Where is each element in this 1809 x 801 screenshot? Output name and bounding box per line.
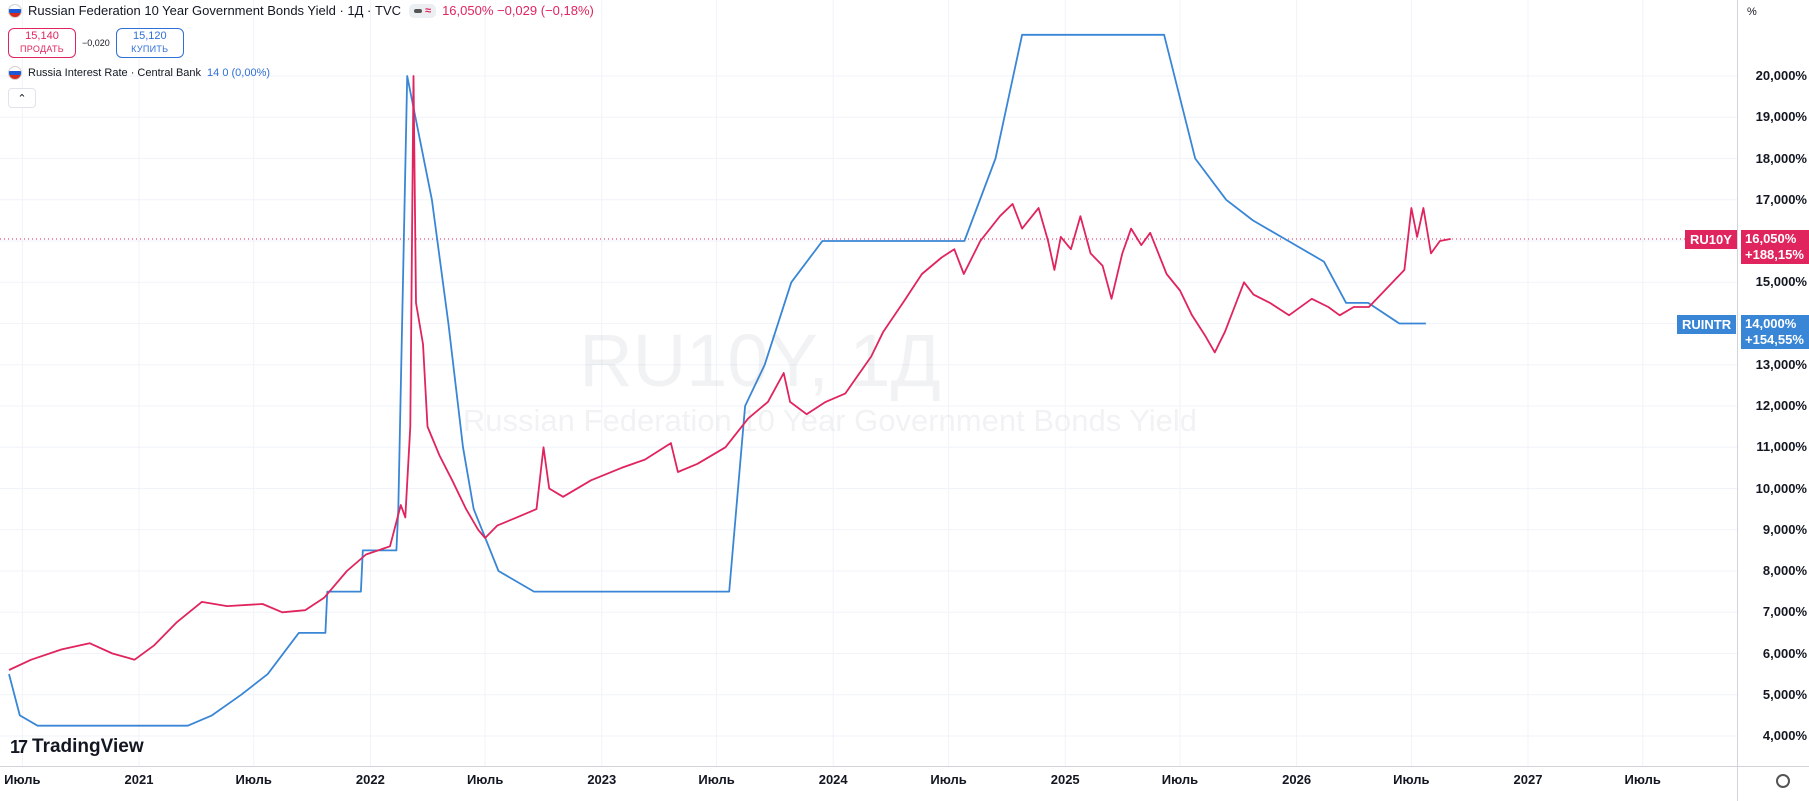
y-tick-label: 8,000%	[1762, 563, 1807, 578]
last-value: 14,000%	[1745, 315, 1797, 331]
main-series-title: Russian Federation 10 Year Government Bo…	[28, 3, 402, 18]
x-tick-label: 2023	[587, 772, 617, 787]
y-tick-label: 20,000%	[1755, 68, 1807, 83]
series-tag-ruintr[interactable]: RUINTR	[1677, 314, 1737, 334]
watermark-symbol: RU10Y, 1Д	[579, 319, 941, 402]
buy-button[interactable]: 15,120 КУПИТЬ	[115, 28, 184, 58]
x-tick-label: Июль	[235, 772, 272, 787]
y-tick-label: 9,000%	[1762, 521, 1807, 537]
chevron-up-icon: ⌃	[17, 92, 27, 105]
sell-label: ПРОДАТЬ	[20, 44, 64, 54]
main-series-change: 16,050% −0,029 (−0,18%)	[442, 3, 594, 18]
x-tick-label: 2024	[818, 772, 848, 787]
buy-label: КУПИТЬ	[131, 44, 169, 54]
tradingview-logo-text: TradingView	[32, 736, 144, 757]
x-tick-label: 2025	[1050, 772, 1080, 787]
y-tick-label: 6,000%	[1762, 645, 1807, 661]
y-axis-unit: %	[1747, 6, 1757, 18]
x-tick-label: 2027	[1513, 772, 1543, 787]
y-tick-label: 13,000%	[1755, 356, 1807, 372]
x-tick-label: Июль	[4, 772, 41, 787]
y-tick-label: 15,000%	[1755, 274, 1807, 290]
trade-buttons: 15,140 ПРОДАТЬ −0,020 15,120 КУПИТЬ	[8, 28, 184, 58]
gear-icon[interactable]	[1776, 774, 1790, 788]
y-tick-label: 12,000%	[1755, 398, 1807, 413]
spread-value: −0,020	[82, 38, 110, 48]
y-tick-label: 4,000%	[1762, 728, 1807, 743]
russia-flag-icon	[8, 66, 22, 80]
eye-icon	[414, 8, 423, 13]
main-series-legend[interactable]: Russian Federation 10 Year Government Bo…	[8, 3, 594, 18]
series-last-value-ru10y: 16,050% +188,15%	[1741, 229, 1809, 264]
x-tick-label: Июль	[1161, 772, 1199, 787]
y-tick-label: 11,000%	[1756, 439, 1807, 455]
x-tick-label: Июль	[698, 772, 735, 787]
collapse-legend-button[interactable]: ⌃	[8, 88, 36, 108]
series-tag-ru10y[interactable]: RU10Y	[1685, 229, 1737, 249]
price-axis[interactable]: 4,000% 5,000% 6,000% 7,000% 8,000% 9,000% 10,0…	[1737, 0, 1809, 766]
x-tick-label: 2026	[1282, 772, 1312, 787]
overlay-series-legend[interactable]: Russia Interest Rate · Central Bank 14 0…	[8, 66, 270, 80]
x-tick-label: Июль	[1393, 772, 1430, 787]
approx-icon: ≈	[425, 4, 432, 17]
y-tick-label: 17,000%	[1755, 191, 1807, 207]
series-visibility-toggle[interactable]: ≈	[409, 3, 437, 18]
sell-button[interactable]: 15,140 ПРОДАТЬ	[8, 28, 76, 58]
y-tick-label: 10,000%	[1755, 480, 1807, 496]
buy-price: 15,120	[132, 30, 167, 42]
x-tick-label: 2021	[124, 772, 154, 787]
y-tick-label: 5,000%	[1762, 686, 1807, 702]
x-tick-label: Июль	[930, 772, 967, 787]
overlay-series-title: Russia Interest Rate · Central Bank	[28, 67, 202, 79]
sell-price: 15,140	[25, 30, 59, 42]
series-line-ruintr	[8, 33, 1426, 727]
x-tick-label: Июль	[466, 772, 504, 787]
overlay-series-value: 14 0 (0,00%)	[207, 67, 271, 79]
series-layer	[8, 33, 1451, 727]
y-tick-label: 7,000%	[1762, 604, 1807, 620]
y-tick-label: 18,000%	[1755, 150, 1807, 166]
series-line-ru10y	[8, 75, 1451, 671]
russia-flag-icon	[8, 3, 22, 18]
x-tick-label: Июль	[1624, 772, 1661, 787]
tradingview-logo-icon: 17	[10, 736, 28, 757]
y-tick-label: 19,000%	[1755, 109, 1807, 125]
last-change: +188,15%	[1745, 246, 1804, 262]
x-tick-label: 2022	[355, 772, 385, 787]
series-last-value-ruintr: 14,000% +154,55%	[1741, 314, 1809, 349]
tradingview-logo[interactable]: 17 TradingView	[10, 736, 144, 758]
last-value: 16,050%	[1745, 230, 1797, 246]
watermark-description: Russian Federation 10 Year Government Bo…	[462, 403, 1198, 438]
last-change: +154,55%	[1745, 331, 1804, 347]
